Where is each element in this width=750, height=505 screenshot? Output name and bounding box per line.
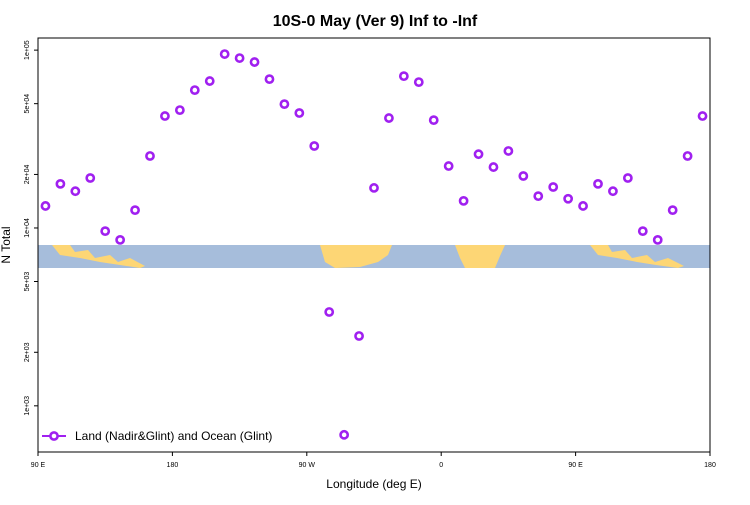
point <box>40 201 51 211</box>
point <box>309 141 320 151</box>
point <box>473 149 484 160</box>
point <box>697 111 708 121</box>
y-tick-label: 1e+04 <box>24 218 31 238</box>
point <box>234 53 245 63</box>
point <box>413 77 424 88</box>
point <box>294 108 305 118</box>
point <box>622 173 633 183</box>
y-tick-label: 1e+05 <box>24 40 31 60</box>
plot-frame <box>37 37 711 453</box>
x-tick-label: 180 <box>167 462 179 469</box>
point <box>264 74 275 85</box>
point <box>100 226 111 237</box>
point <box>279 99 290 110</box>
point <box>637 226 648 237</box>
point <box>518 171 529 181</box>
x-tick-label: 90 E <box>568 462 583 469</box>
chart-title: 10S-0 May (Ver 9) Inf to -Inf <box>273 13 478 30</box>
x-axis-label: Longitude (deg E) <box>326 477 421 491</box>
point <box>503 146 514 156</box>
land <box>320 245 392 268</box>
x-tick-label: 90 W <box>299 462 316 469</box>
point <box>249 57 260 67</box>
point <box>115 234 126 245</box>
point <box>70 186 81 197</box>
point <box>174 105 185 116</box>
x-tick-label: 0 <box>439 462 443 469</box>
land <box>52 245 145 268</box>
point <box>578 201 588 211</box>
point <box>369 183 379 193</box>
legend-marker <box>49 431 59 441</box>
y-tick-label: 5e+03 <box>24 272 31 292</box>
land <box>590 245 684 268</box>
point <box>458 195 469 206</box>
point <box>682 151 693 161</box>
point <box>398 71 409 82</box>
legend-label: Land (Nadir&Glint) and Ocean (Glint) <box>75 429 272 443</box>
point <box>339 429 350 440</box>
x-tick-label: 180 <box>704 462 716 469</box>
point <box>608 186 618 197</box>
point <box>130 205 140 216</box>
y-tick-label: 2e+03 <box>24 342 31 362</box>
x-tick-label: 90 E <box>31 462 46 469</box>
point <box>219 49 230 59</box>
land <box>455 245 505 268</box>
point <box>428 115 439 126</box>
y-tick-label: 2e+04 <box>24 165 31 185</box>
point <box>145 151 155 161</box>
y-axis-label: N Total <box>0 226 13 263</box>
point <box>533 191 544 202</box>
point <box>652 234 663 245</box>
point <box>443 161 454 171</box>
point <box>384 113 394 123</box>
point <box>324 307 335 317</box>
point <box>548 182 559 192</box>
point <box>160 111 170 121</box>
point <box>85 173 96 183</box>
point <box>55 178 66 189</box>
point <box>667 205 678 216</box>
point <box>593 178 603 189</box>
y-tick-label: 1e+03 <box>24 396 31 416</box>
point <box>563 193 574 204</box>
point <box>204 76 215 86</box>
point <box>488 162 499 172</box>
point <box>354 331 364 341</box>
y-tick-label: 5e+04 <box>24 94 31 114</box>
point <box>189 85 200 95</box>
map-band <box>38 245 710 268</box>
